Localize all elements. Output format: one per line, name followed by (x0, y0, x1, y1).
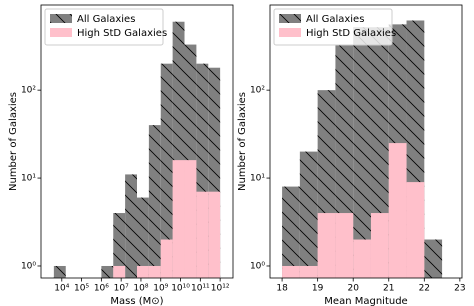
legend-label: All Galaxies (306, 14, 364, 25)
x-axis-label: Mean Magnitude (324, 296, 407, 306)
x-tick-label: 23 (454, 284, 465, 294)
legend-box (273, 8, 393, 46)
bar (282, 265, 300, 278)
y-tick-label: 10⁰ (21, 261, 36, 271)
bar-hatch (282, 186, 300, 278)
bar (335, 213, 354, 278)
x-tick-label: 18 (276, 284, 288, 294)
bar-hatch (113, 213, 126, 278)
legend-swatch-hatch (279, 14, 301, 23)
bar (160, 239, 173, 278)
legend-box (44, 8, 164, 46)
x-tick-label: 10¹² (211, 284, 230, 294)
bar (370, 213, 389, 278)
bar-hatch (424, 239, 443, 278)
x-tick-label: 21 (383, 284, 394, 294)
x-tick-label: 19 (312, 284, 324, 294)
bar-hatch (137, 197, 149, 278)
y-axis-label: Number of Galaxies (8, 92, 19, 191)
legend-swatch-hatch (50, 14, 72, 23)
bar (299, 265, 318, 278)
bar (406, 182, 425, 278)
x-tick-label: 10⁴ (54, 284, 69, 294)
bar (184, 160, 197, 278)
bar-hatch (101, 265, 114, 278)
legend-swatch (50, 28, 72, 37)
bar (317, 213, 336, 278)
legend-swatch (279, 28, 301, 37)
bar (137, 265, 149, 278)
axes-frame (40, 4, 234, 279)
bar (148, 265, 161, 278)
y-tick-label: 10⁰ (250, 261, 265, 271)
x-tick-label: 10⁶ (94, 284, 109, 294)
x-tick-label: 10¹⁰ (171, 284, 190, 294)
plot-area (53, 21, 221, 279)
bar (353, 239, 371, 278)
bar-hatch (353, 27, 371, 279)
x-tick-label: 10⁸ (133, 284, 148, 294)
bar-hatch (299, 151, 318, 278)
x-axis-label: Mass (M⊙) (110, 296, 163, 306)
bar (388, 143, 407, 278)
legend-label: All Galaxies (77, 14, 135, 25)
y-tick-label: 10² (21, 86, 36, 96)
bar (196, 191, 209, 278)
bar-hatch (160, 63, 173, 278)
bar-hatch (196, 63, 209, 278)
axes-frame (269, 4, 463, 279)
x-tick-label: 10¹¹ (191, 284, 210, 294)
bar (208, 191, 221, 278)
x-tick-label: 10⁹ (153, 284, 168, 294)
bar (113, 265, 126, 278)
bar-hatch (148, 125, 161, 278)
y-tick-label: 10¹ (250, 174, 265, 184)
y-tick-label: 10¹ (21, 174, 36, 184)
y-tick-label: 10² (250, 86, 265, 96)
bar-hatch (208, 67, 221, 278)
legend-label: High StD Galaxies (306, 28, 396, 39)
plot-area (282, 20, 443, 279)
x-tick-label: 10⁵ (74, 284, 89, 294)
y-axis-label: Number of Galaxies (237, 92, 248, 191)
bar-hatch (172, 21, 185, 279)
legend-label: High StD Galaxies (77, 28, 167, 39)
x-tick-label: 22 (419, 284, 430, 294)
x-tick-label: 10⁷ (114, 284, 129, 294)
bar (172, 160, 185, 278)
bar-hatch (53, 265, 66, 278)
x-tick-label: 20 (347, 284, 359, 294)
bar-hatch (125, 174, 138, 278)
